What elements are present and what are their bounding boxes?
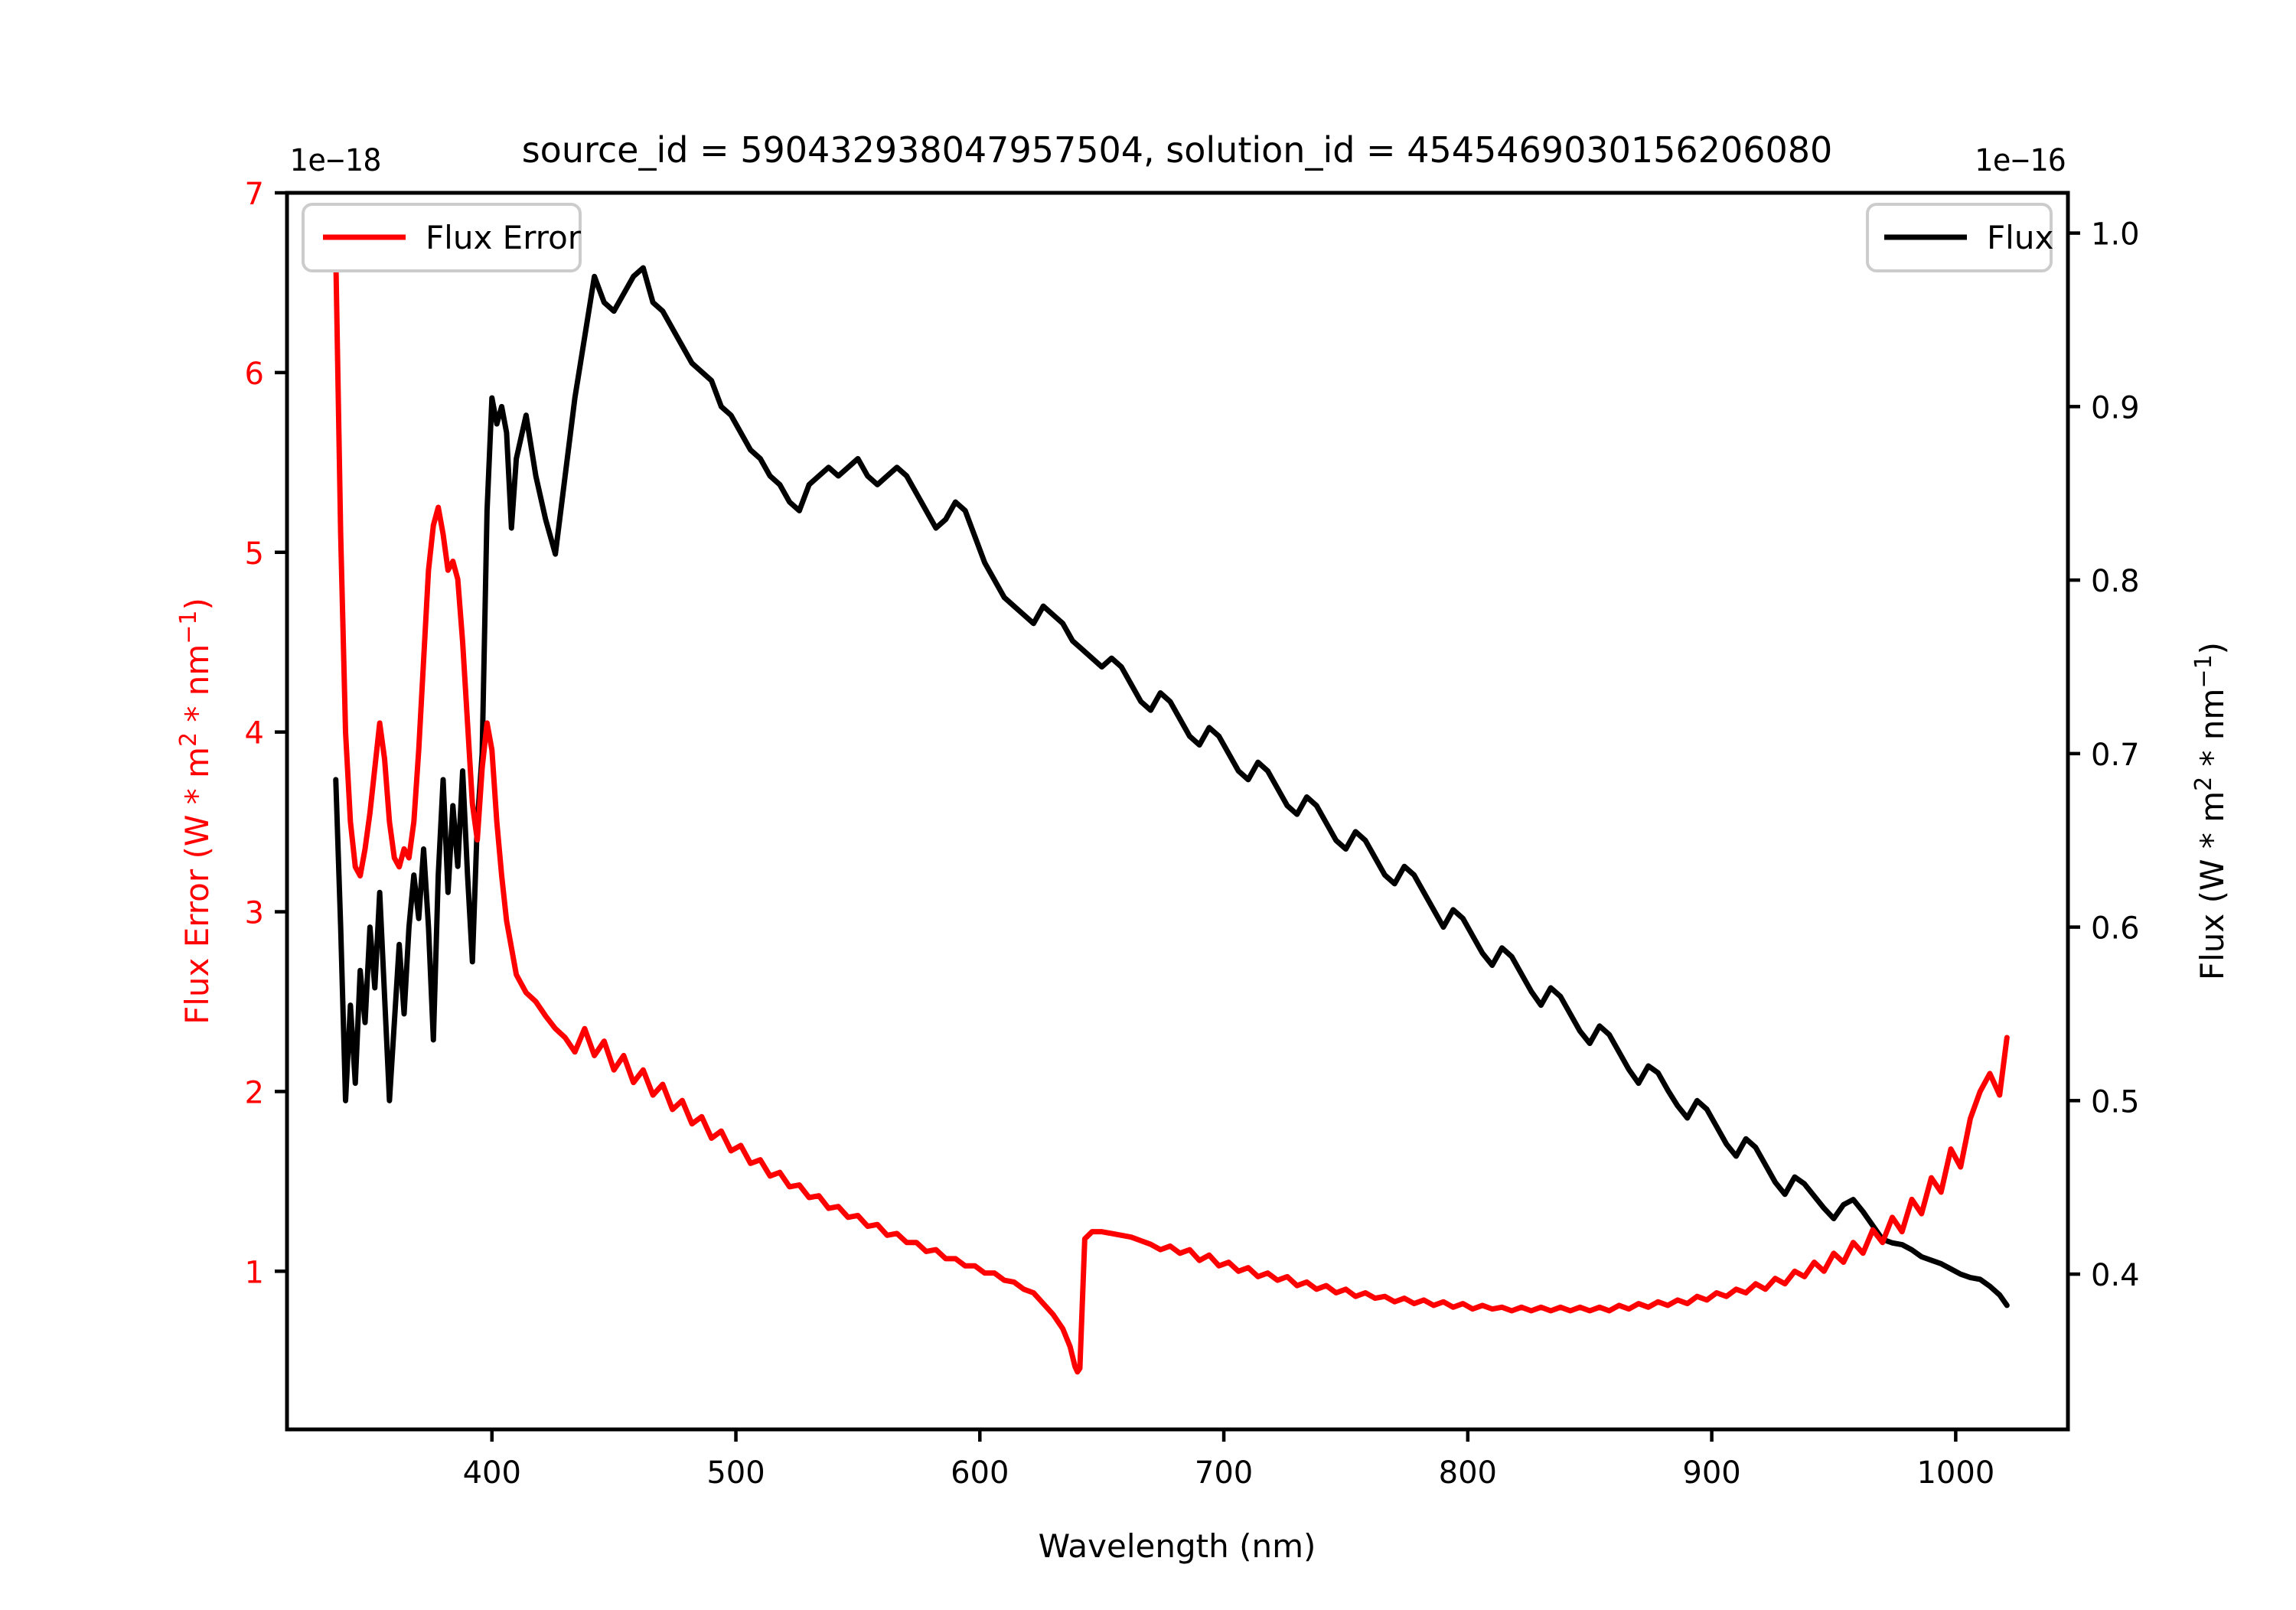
right-axis-label-pre: Flux (W * m (2193, 791, 2231, 980)
x-tick-label-1000: 1000 (1916, 1455, 1994, 1491)
right-axis-ticks: 0.4 0.5 0.6 0.7 0.8 0.9 1.0 (2068, 217, 2140, 1293)
plot-frame (285, 191, 2070, 1432)
right-tick-label-0_9: 0.9 (2091, 390, 2140, 425)
left-tick-label-1: 1 (245, 1255, 264, 1290)
right-tick-label-1: 1.0 (2091, 217, 2140, 253)
left-axis-label-post: ) (178, 598, 216, 610)
x-tick-label-900: 900 (1682, 1455, 1740, 1491)
legend-flux-error[interactable]: Flux Error (302, 203, 582, 272)
svg-text:Flux (W * m2 * nm−1): Flux (W * m2 * nm−1) (2190, 642, 2231, 980)
left-tick-label-4: 4 (245, 716, 264, 751)
legend-flux-error-box[interactable] (302, 203, 582, 272)
left-axis-ticks: 1 2 3 4 5 6 7 (245, 177, 287, 1290)
flux-error-curve (333, 253, 2010, 1375)
right-axis-offset-text: 1e−16 (1975, 143, 2066, 178)
left-tick-label-6: 6 (245, 357, 264, 392)
left-tick-label-2: 2 (245, 1075, 264, 1110)
left-tick-label-3: 3 (245, 896, 264, 931)
right-axis-label-sup-minus1: −1 (2190, 654, 2217, 688)
legend-flux[interactable]: Flux (1866, 203, 2053, 272)
right-axis-label-sup-2: 2 (2190, 777, 2217, 791)
x-tick-label-800: 800 (1439, 1455, 1497, 1491)
right-axis-label-mid: * nm (2193, 689, 2231, 777)
legend-flux-label: Flux (1987, 219, 2053, 256)
svg-text:Flux Error (W * m2 * nm−1): Flux Error (W * m2 * nm−1) (175, 598, 216, 1025)
x-tick-label-400: 400 (463, 1455, 521, 1491)
left-tick-label-7: 7 (245, 177, 264, 212)
right-axis-label: Flux (W * m2 * nm−1) (2190, 642, 2231, 980)
x-tick-label-700: 700 (1195, 1455, 1253, 1491)
x-tick-label-500: 500 (706, 1455, 765, 1491)
left-axis-label: Flux Error (W * m2 * nm−1) (175, 598, 216, 1025)
x-tick-label-600: 600 (951, 1455, 1009, 1491)
right-tick-label-0_4: 0.4 (2091, 1258, 2140, 1293)
right-tick-label-0_8: 0.8 (2091, 564, 2140, 599)
plot-title: source_id = 590432938047957504, solution… (522, 129, 1833, 171)
legend-flux-error-label: Flux Error (426, 219, 582, 256)
left-tick-label-5: 5 (245, 536, 264, 572)
right-tick-label-0_5: 0.5 (2091, 1084, 2140, 1120)
right-tick-label-0_7: 0.7 (2091, 738, 2140, 773)
left-axis-label-pre: Flux Error (W * m (178, 747, 216, 1025)
right-axis-label-post: ) (2193, 642, 2231, 654)
x-axis-label: Wavelength (nm) (1039, 1527, 1316, 1565)
left-axis-offset-text: 1e−18 (289, 143, 381, 178)
flux-curve (333, 265, 2010, 1309)
x-axis-ticks: 400 500 600 700 800 900 1000 (463, 1429, 1994, 1491)
left-axis-label-mid: * nm (178, 644, 216, 732)
right-tick-label-0_6: 0.6 (2091, 911, 2140, 947)
left-axis-label-sup-minus1: −1 (175, 610, 202, 644)
left-axis-label-sup-2: 2 (175, 732, 202, 747)
